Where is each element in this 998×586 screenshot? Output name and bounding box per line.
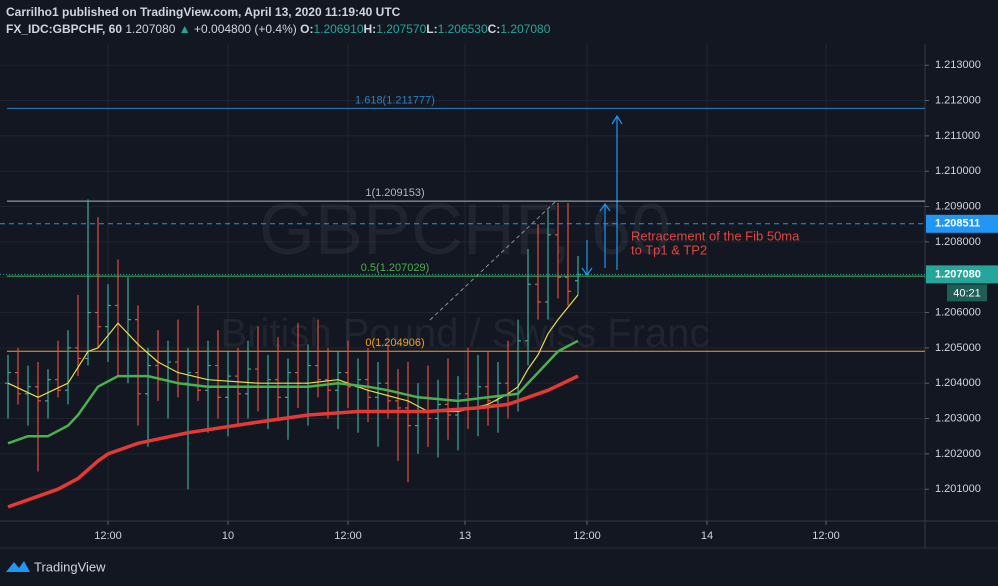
ohlc-bar: [555, 203, 561, 299]
ohlc-bar: [35, 362, 41, 472]
y-tick-label: 1.212000: [935, 94, 981, 106]
ohlc-key: O:: [300, 22, 314, 36]
published-text: Carrilho1 published on TradingView.com, …: [6, 5, 401, 19]
ohlc-bar: [335, 351, 341, 430]
countdown-box: [947, 284, 987, 302]
ohlc-value: 1.206530: [437, 22, 488, 36]
x-tick-label: 14: [701, 530, 713, 542]
ohlc-bar: [375, 362, 381, 447]
ohlc-bar: [5, 354, 11, 419]
y-tick-label: 1.203000: [935, 412, 981, 424]
ohlc-bar: [15, 347, 21, 405]
ohlc-key: L:: [426, 22, 438, 36]
y-tick-label: 1.201000: [935, 483, 981, 495]
ohlc-bar: [395, 369, 401, 461]
y-tick-label: 1.206000: [935, 306, 981, 318]
trend-line: [429, 200, 557, 321]
price-tag: [926, 214, 998, 233]
ohlc-bar: [225, 351, 231, 437]
fib-label: 1.618(1.211777): [355, 94, 435, 106]
ohlc-bar: [85, 199, 91, 366]
ohlc: O:1.206910H:1.207570L:1.206530C:1.207080: [300, 22, 550, 36]
ohlc-value: 1.207080: [500, 22, 551, 36]
ohlc-bar: [95, 217, 101, 348]
ohlc-bar: [275, 337, 281, 419]
ohlc-bar: [145, 347, 151, 447]
y-tick-label: 1.213000: [935, 59, 981, 71]
logo-icon: [6, 561, 30, 572]
symbol: FX_IDC:GBPCHF, 60: [6, 22, 123, 36]
x-tick-label: 10: [222, 530, 234, 542]
moving-average: [7, 374, 579, 509]
ohlc-bar: [125, 277, 131, 384]
fib-label: 1(1.209153): [365, 187, 424, 199]
ohlc-bar: [535, 224, 541, 320]
ohlc-bar: [245, 340, 251, 419]
watermark: GBPCHF, 60: [259, 190, 671, 270]
y-tick-label: 1.211000: [935, 130, 980, 142]
y-tick-label: 1.210000: [935, 165, 981, 177]
watermark-sub: British Pound / Swiss Franc: [220, 312, 709, 356]
x-tick-label: 12:00: [334, 530, 362, 542]
ohlc-bar: [135, 305, 141, 426]
ohlc-bar: [25, 365, 31, 426]
change: +0.004800 (+0.4%): [194, 22, 297, 36]
moving-average: [7, 294, 579, 413]
price-tag-label: 1.208511: [935, 218, 980, 230]
y-tick-label: 1.202000: [935, 448, 981, 460]
ohlc-key: C:: [487, 22, 501, 36]
moving-average: [7, 339, 579, 445]
ohlc-bar: [215, 330, 221, 419]
ohlc-bar: [545, 210, 551, 320]
x-tick-label: 12:00: [812, 530, 840, 542]
logo-text: TradingView: [34, 559, 106, 574]
countdown: 40:21: [953, 287, 981, 299]
ohlc-bar: [285, 358, 291, 440]
ohlc-value: 1.206910: [313, 22, 364, 36]
ohlc-bar: [455, 376, 461, 451]
ohlc-value: 1.207570: [376, 22, 427, 36]
ohlc-bar: [345, 340, 351, 408]
annotation: to Tp1 & TP2: [631, 242, 707, 257]
price-tag-label: 1.207080: [935, 268, 981, 280]
y-tick-label: 1.208000: [935, 236, 981, 248]
ohlc-bar: [105, 284, 111, 362]
ohlc-bar: [525, 248, 531, 366]
fib-label: 0.5(1.207029): [361, 262, 430, 274]
price-tag: [926, 265, 998, 284]
ohlc-bar: [385, 344, 391, 419]
ohlc-bar: [365, 347, 371, 423]
symbol-line: FX_IDC:GBPCHF, 60 1.207080 ▲ +0.004800 (…: [6, 21, 550, 38]
header: Carrilho1 published on TradingView.com, …: [6, 4, 550, 38]
ohlc-bar: [565, 203, 571, 306]
annotation: Retracement of the Fib 50ma: [631, 228, 800, 243]
ohlc-bar: [405, 362, 411, 483]
x-tick-label: 12:00: [573, 530, 601, 542]
y-tick-label: 1.205000: [935, 342, 981, 354]
ohlc-bar: [65, 330, 71, 405]
arrows: [581, 114, 623, 277]
ohlc-bar: [435, 379, 441, 458]
ohlc-bar: [45, 369, 51, 419]
arrow: ▲: [178, 22, 191, 36]
y-tick-label: 1.204000: [935, 377, 981, 389]
ohlc-bar: [75, 294, 81, 377]
last: 1.207080: [125, 22, 176, 36]
y-tick-label: 1.209000: [935, 200, 981, 212]
fib-label: 0(1.204906): [365, 337, 424, 349]
ohlc-key: H:: [363, 22, 377, 36]
published: Carrilho1 published on TradingView.com, …: [6, 4, 550, 21]
x-tick-label: 13: [459, 530, 471, 542]
x-tick-label: 12:00: [94, 530, 122, 542]
ohlc-bar: [115, 259, 121, 377]
ohlc-bar: [485, 351, 491, 426]
